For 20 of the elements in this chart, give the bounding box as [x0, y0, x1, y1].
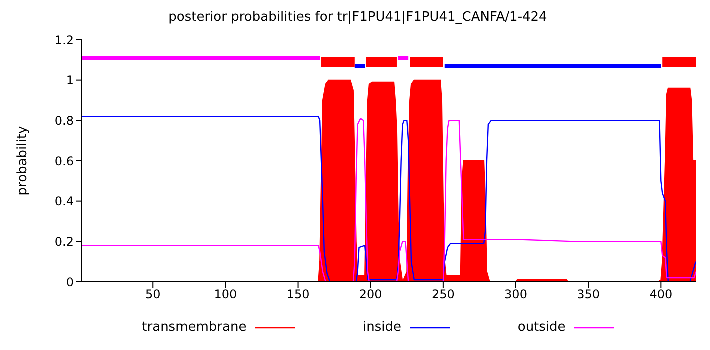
y-tick-label: 0.4	[54, 194, 74, 209]
x-tick-label: 300	[504, 288, 528, 302]
x-tick-label: 200	[359, 288, 382, 302]
y-tick-label: 0.6	[54, 154, 74, 168]
x-tick-label: 150	[286, 288, 310, 302]
chart-title: posterior probabilities for tr|F1PU41|F1PU41_CANFA/1-424	[168, 9, 548, 27]
x-tick-label: 100	[214, 288, 238, 302]
y-tick-label: 1	[66, 74, 74, 88]
x-tick-label: 400	[650, 288, 673, 302]
legend-label: transmembrane	[142, 320, 247, 335]
x-tick-label: 50	[145, 288, 161, 302]
y-axis-title: probability	[16, 126, 31, 196]
legend-label: inside	[363, 320, 402, 335]
x-tick-label: 350	[577, 288, 600, 302]
y-tick-label: 0.8	[54, 114, 74, 128]
x-tick-label: 250	[432, 288, 455, 302]
y-tick-label: 0	[66, 275, 74, 290]
legend-label: outside	[518, 320, 566, 335]
y-tick-label: 0.2	[54, 234, 74, 249]
y-tick-label: 1.2	[54, 33, 74, 48]
